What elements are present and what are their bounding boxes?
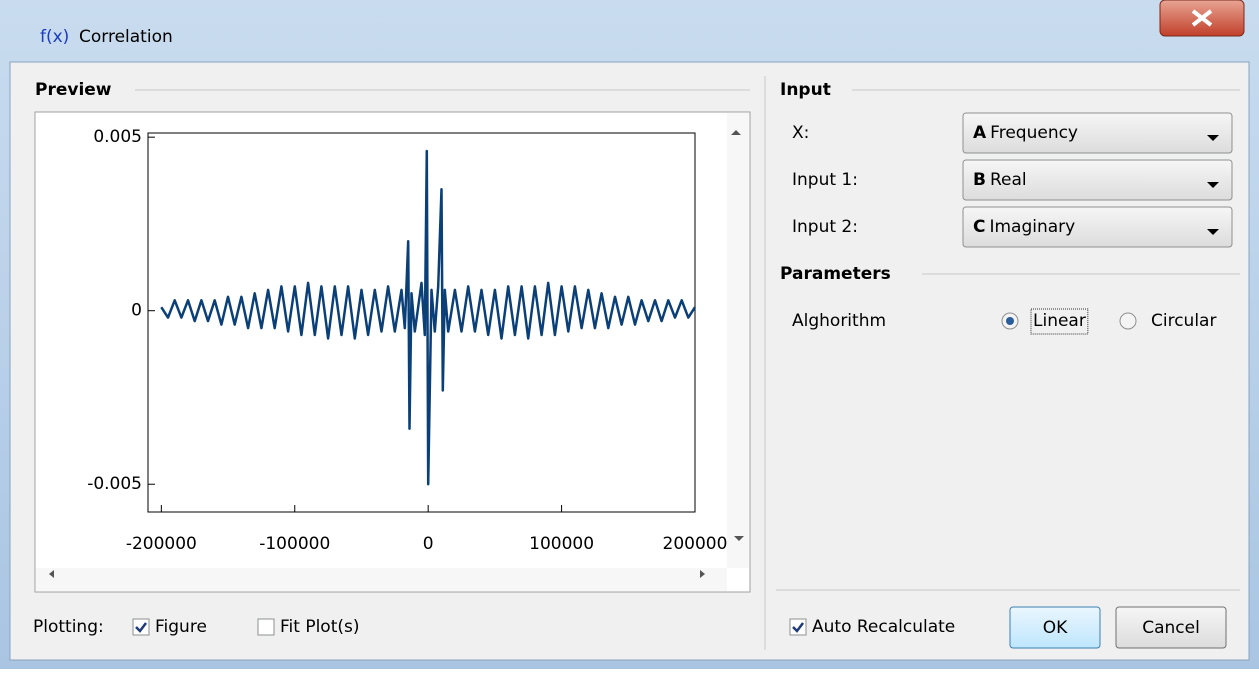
ok-label: OK <box>1043 618 1068 638</box>
algorithm-label: Alghorithm <box>792 311 886 331</box>
x-tick-label: 0 <box>423 534 434 554</box>
dropdown-value: Imaginary <box>989 217 1075 237</box>
x-tick-label: 100000 <box>529 534 594 554</box>
dropdown-arrow <box>1207 135 1219 141</box>
checkbox-label: Auto Recalculate <box>812 617 955 637</box>
preview-area <box>34 111 751 593</box>
dropdown-value: Real <box>990 170 1027 190</box>
y-tick-label: 0 <box>131 301 142 321</box>
field-label: X: <box>792 123 809 143</box>
dropdown-value: Frequency <box>990 123 1078 143</box>
cancel-label: Cancel <box>1142 618 1200 638</box>
checkmark <box>135 622 147 633</box>
horizontal-scrollbar[interactable] <box>36 568 727 591</box>
signal-line <box>160 149 697 486</box>
dropdown[interactable] <box>962 159 1233 201</box>
dropdown-column: C <box>973 217 985 237</box>
checkbox-label: Figure <box>155 617 207 637</box>
plot-frame <box>147 132 696 513</box>
y-tick-label: 0.005 <box>93 127 142 147</box>
dropdown-arrow <box>1207 182 1219 188</box>
focus-rect <box>1030 308 1089 335</box>
parameters-title: Parameters <box>780 264 891 284</box>
y-tick-label: -0.005 <box>87 474 142 494</box>
x-tick-label: -200000 <box>126 534 197 554</box>
dropdown-column: B <box>973 170 986 190</box>
dropdown[interactable] <box>962 112 1233 154</box>
radio-dot <box>1006 317 1014 325</box>
dropdown[interactable] <box>962 206 1233 248</box>
window-icon: f(x) <box>40 27 69 47</box>
dropdown-column: A <box>973 123 987 143</box>
checkbox[interactable] <box>257 618 275 636</box>
checkbox[interactable] <box>132 618 150 636</box>
checkmark <box>792 622 804 633</box>
checkbox[interactable] <box>789 618 807 636</box>
input-title: Input <box>780 80 831 100</box>
plot: 0.005 0 -0.005 -200000 -100000 0 100000 200000 <box>87 127 727 554</box>
radio[interactable] <box>1119 312 1137 330</box>
x-tick-label: -100000 <box>259 534 330 554</box>
radio-label: Circular <box>1151 311 1216 331</box>
checkbox-label: Fit Plot(s) <box>280 617 360 637</box>
window-title: Correlation <box>79 27 173 47</box>
ok-button[interactable] <box>1009 606 1101 649</box>
preview-title: Preview <box>35 80 112 100</box>
dropdown-arrow <box>1207 229 1219 235</box>
vertical-scrollbar[interactable] <box>727 113 749 568</box>
field-label: Input 1: <box>792 170 858 190</box>
cancel-button[interactable] <box>1115 606 1227 649</box>
field-label: Input 2: <box>792 217 858 237</box>
x-tick-label: 200000 <box>663 534 728 554</box>
plotting-label: Plotting: <box>33 617 104 637</box>
close-icon <box>1191 9 1213 27</box>
radio-label: Linear <box>1033 311 1086 331</box>
